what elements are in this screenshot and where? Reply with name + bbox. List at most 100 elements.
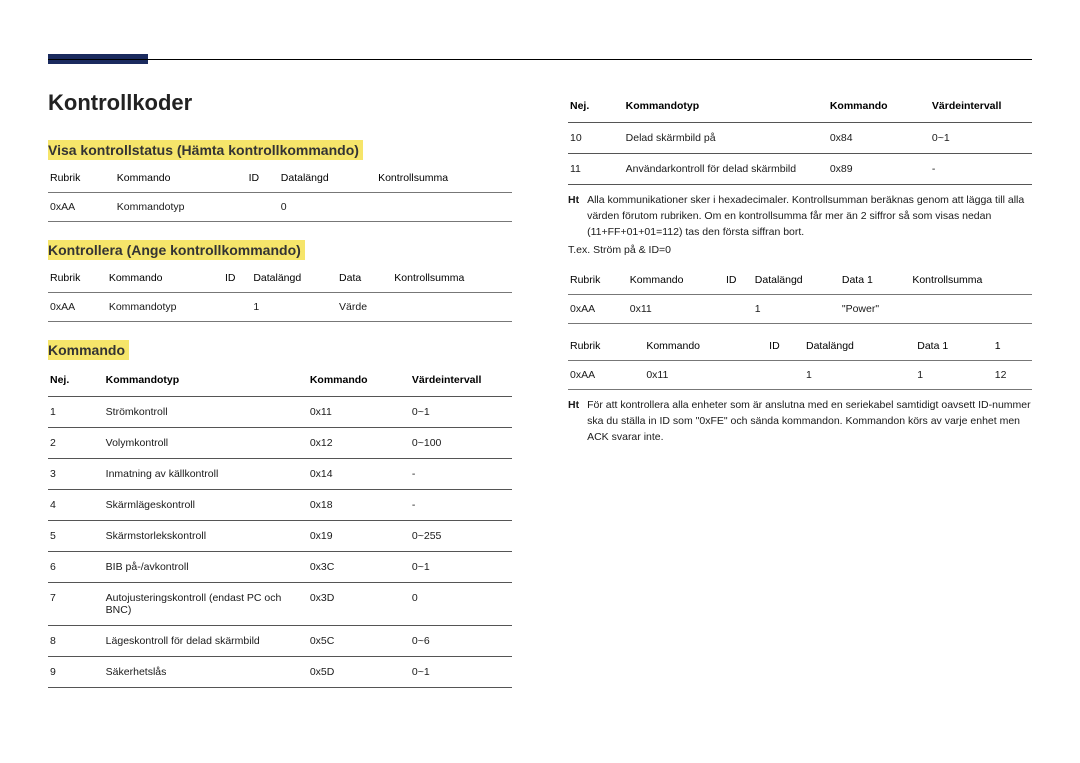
section3-title: Kommando <box>48 340 129 360</box>
table-row: 10Delad skärmbild på0x840~1 <box>568 123 1032 154</box>
table-row: 2Volymkontroll0x120~100 <box>48 428 512 459</box>
cell <box>376 193 512 222</box>
cell: Inmatning av källkontroll <box>104 459 308 490</box>
note-block: Ht Alla kommunikationer sker i hexadecim… <box>568 193 1032 240</box>
cell: 9 <box>48 657 104 688</box>
col-header: Data 1 <box>840 266 910 295</box>
col-header: Kommando <box>828 90 930 123</box>
table-header-row: Rubrik Kommando ID Datalängd Kontrollsum… <box>48 164 512 193</box>
cell: 12 <box>993 361 1032 390</box>
cell: 0x84 <box>828 123 930 154</box>
cell: 0xAA <box>48 193 115 222</box>
table-row: 0xAA 0x11 1 1 12 <box>568 361 1032 390</box>
col-header: Datalängd <box>279 164 376 193</box>
cell: 0x5C <box>308 626 410 657</box>
cell: Lägeskontroll för delad skärmbild <box>104 626 308 657</box>
col-header: Rubrik <box>48 264 107 293</box>
cell: 0~6 <box>410 626 512 657</box>
table-header-row: Rubrik Kommando ID Datalängd Data 1 Kont… <box>568 266 1032 295</box>
cell: - <box>410 490 512 521</box>
cell: Volymkontroll <box>104 428 308 459</box>
cell: Kommandotyp <box>107 293 223 322</box>
note-label: Ht <box>568 193 579 240</box>
col-header: Rubrik <box>568 266 628 295</box>
cell: 0x18 <box>308 490 410 521</box>
table-row: 0xAA 0x11 1 "Power" <box>568 295 1032 324</box>
cell: Säkerhetslås <box>104 657 308 688</box>
cell: 0xAA <box>568 295 628 324</box>
table-row: 5Skärmstorlekskontroll0x190~255 <box>48 521 512 552</box>
cell <box>247 193 279 222</box>
note-body: Alla kommunikationer sker i hexadecimale… <box>587 193 1032 240</box>
cell: 0x11 <box>644 361 767 390</box>
cell: 0~1 <box>410 397 512 428</box>
right-column: Nej. Kommandotyp Kommando Värdeintervall… <box>568 90 1032 696</box>
col-header: Kommando <box>107 264 223 293</box>
cell: 0xAA <box>568 361 644 390</box>
table-header-row: Nej. Kommandotyp Kommando Värdeintervall <box>48 364 512 397</box>
col-header: Rubrik <box>48 164 115 193</box>
cell: 10 <box>568 123 624 154</box>
col-header: Kommando <box>308 364 410 397</box>
cell: 0x14 <box>308 459 410 490</box>
table-header-row: Rubrik Kommando ID Datalängd Data Kontro… <box>48 264 512 293</box>
cell: Skärmlägeskontroll <box>104 490 308 521</box>
col-header: 1 <box>993 332 1032 361</box>
table-row: 4Skärmlägeskontroll0x18- <box>48 490 512 521</box>
table-row: 11Användarkontroll för delad skärmbild0x… <box>568 154 1032 185</box>
note-label: Ht <box>568 398 579 445</box>
col-header: ID <box>724 266 753 295</box>
cell: 7 <box>48 583 104 626</box>
cell: Skärmstorlekskontroll <box>104 521 308 552</box>
example-table-a: Rubrik Kommando ID Datalängd Data 1 Kont… <box>568 266 1032 324</box>
cell: 0~1 <box>930 123 1032 154</box>
cell: 0x5D <box>308 657 410 688</box>
col-header: Kommandotyp <box>624 90 828 123</box>
cell: 3 <box>48 459 104 490</box>
col-header: Kommando <box>644 332 767 361</box>
col-header: ID <box>223 264 251 293</box>
col-header: Värdeintervall <box>930 90 1032 123</box>
cell: 1 <box>753 295 840 324</box>
cell: - <box>410 459 512 490</box>
cell: 0x89 <box>828 154 930 185</box>
cell: 0~100 <box>410 428 512 459</box>
note-block: Ht För att kontrollera alla enheter som … <box>568 398 1032 445</box>
cell: 6 <box>48 552 104 583</box>
cell: Kommandotyp <box>115 193 247 222</box>
cell: 1 <box>915 361 993 390</box>
cell: 0x19 <box>308 521 410 552</box>
cell: Strömkontroll <box>104 397 308 428</box>
cell: 8 <box>48 626 104 657</box>
cell: 0x11 <box>308 397 410 428</box>
cell: 5 <box>48 521 104 552</box>
col-header: Kommando <box>628 266 724 295</box>
col-header: ID <box>767 332 804 361</box>
cell: 4 <box>48 490 104 521</box>
col-header: Rubrik <box>568 332 644 361</box>
cell: 1 <box>251 293 337 322</box>
table-row: 3Inmatning av källkontroll0x14- <box>48 459 512 490</box>
cell: 0~1 <box>410 657 512 688</box>
command-table-left: Nej. Kommandotyp Kommando Värdeintervall… <box>48 364 512 688</box>
col-header: Kommandotyp <box>104 364 308 397</box>
page-title: Kontrollkoder <box>48 90 512 116</box>
table-row: 8Lägeskontroll för delad skärmbild0x5C0~… <box>48 626 512 657</box>
command-table-right: Nej. Kommandotyp Kommando Värdeintervall… <box>568 90 1032 185</box>
table-header-row: Rubrik Kommando ID Datalängd Data 1 1 <box>568 332 1032 361</box>
col-header: Kontrollsumma <box>910 266 1032 295</box>
section1-table: Rubrik Kommando ID Datalängd Kontrollsum… <box>48 164 512 222</box>
cell <box>767 361 804 390</box>
cell: Användarkontroll för delad skärmbild <box>624 154 828 185</box>
table-row: 6BIB på-/avkontroll0x3C0~1 <box>48 552 512 583</box>
cell <box>223 293 251 322</box>
col-header: Datalängd <box>251 264 337 293</box>
cell: 0~1 <box>410 552 512 583</box>
col-header: Kommando <box>115 164 247 193</box>
cell: 0x12 <box>308 428 410 459</box>
cell: 11 <box>568 154 624 185</box>
col-header: Data <box>337 264 392 293</box>
cell: 1 <box>48 397 104 428</box>
table-row: 0xAA Kommandotyp 1 Värde <box>48 293 512 322</box>
cell: "Power" <box>840 295 910 324</box>
